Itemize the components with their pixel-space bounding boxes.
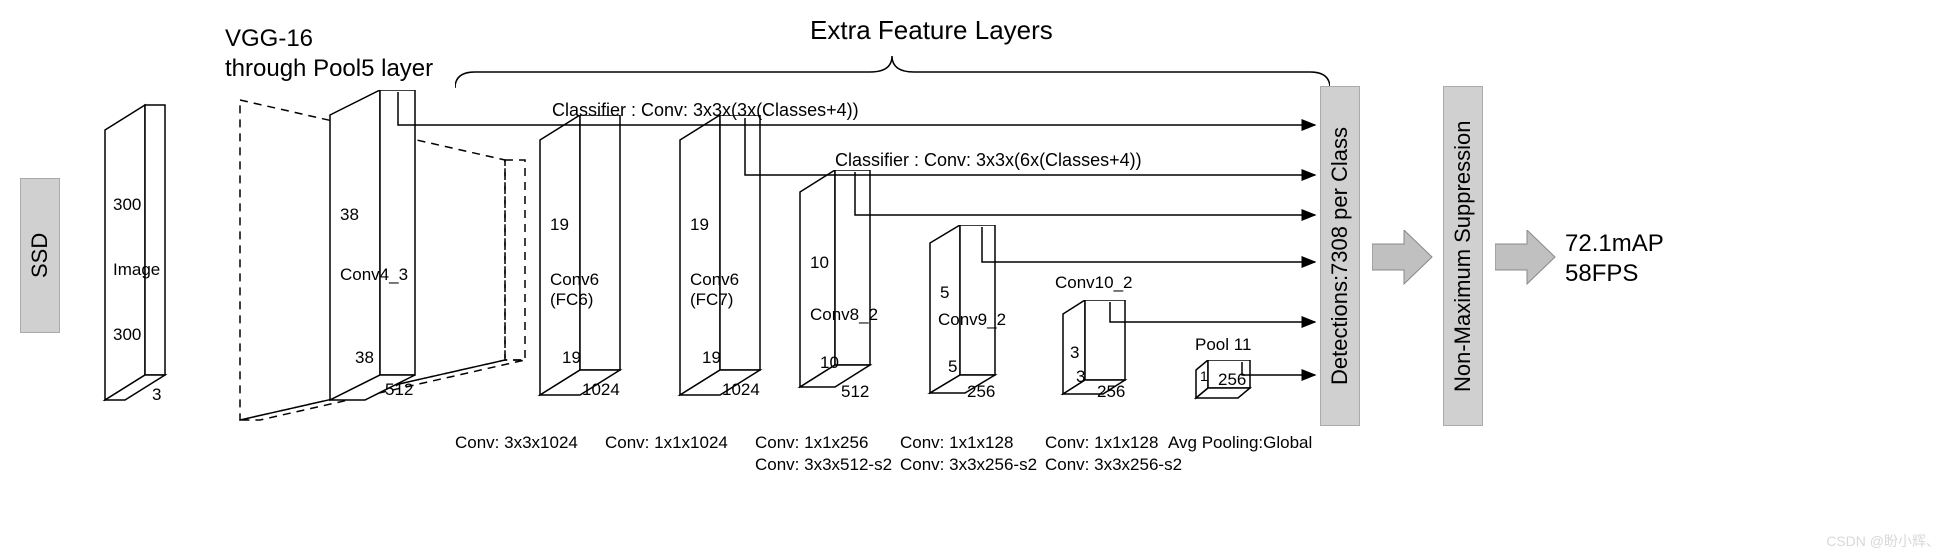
nms-label: Non-Maximum Suppression bbox=[1450, 120, 1476, 391]
arrows-svg bbox=[0, 0, 1340, 500]
big-arrow-2 bbox=[1495, 230, 1557, 285]
result-fps: 58FPS bbox=[1565, 260, 1638, 288]
watermark: CSDN @盼小辉、 bbox=[1826, 531, 1940, 551]
detections-box: Detections:7308 per Class bbox=[1320, 86, 1360, 426]
big-arrow-1 bbox=[1372, 230, 1434, 285]
result-map: 72.1mAP bbox=[1565, 230, 1664, 258]
detections-label: Detections:7308 per Class bbox=[1327, 127, 1353, 385]
nms-box: Non-Maximum Suppression bbox=[1443, 86, 1483, 426]
